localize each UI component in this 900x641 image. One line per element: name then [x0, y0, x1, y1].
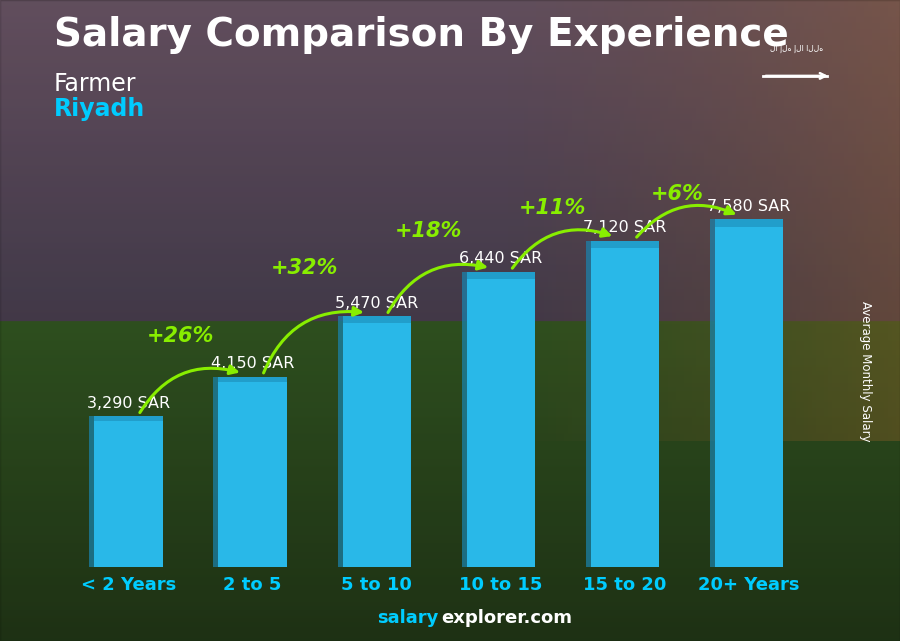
Bar	[94, 417, 163, 567]
Text: 7,580 SAR: 7,580 SAR	[707, 199, 791, 214]
Bar	[590, 240, 659, 248]
FancyArrowPatch shape	[512, 229, 609, 268]
FancyArrowPatch shape	[388, 262, 485, 313]
Text: Farmer: Farmer	[54, 72, 137, 96]
Text: Average Monthly Salary: Average Monthly Salary	[860, 301, 872, 442]
Bar	[710, 219, 715, 567]
Bar	[343, 316, 410, 567]
Text: Salary Comparison By Experience: Salary Comparison By Experience	[54, 16, 788, 54]
Text: 6,440 SAR: 6,440 SAR	[459, 251, 543, 266]
Bar	[219, 377, 287, 383]
Bar	[213, 377, 219, 567]
Text: 7,120 SAR: 7,120 SAR	[583, 220, 667, 235]
Bar	[590, 240, 659, 567]
Text: 5,470 SAR: 5,470 SAR	[335, 296, 419, 311]
Bar	[467, 272, 535, 279]
Bar	[338, 316, 343, 567]
Text: +32%: +32%	[271, 258, 338, 278]
Bar	[94, 417, 163, 421]
Bar	[462, 272, 467, 567]
Bar	[219, 377, 287, 567]
Text: +11%: +11%	[519, 199, 587, 219]
Bar	[715, 219, 783, 228]
Text: +26%: +26%	[147, 326, 214, 345]
FancyArrowPatch shape	[140, 366, 237, 413]
Text: 3,290 SAR: 3,290 SAR	[87, 396, 170, 411]
Bar	[715, 219, 783, 567]
Bar	[586, 240, 590, 567]
Text: لا إله إلا الله: لا إله إلا الله	[770, 44, 824, 53]
Text: +6%: +6%	[651, 184, 704, 204]
Text: salary: salary	[377, 609, 438, 627]
Bar	[89, 417, 94, 567]
FancyArrowPatch shape	[264, 308, 361, 373]
Text: explorer.com: explorer.com	[441, 609, 572, 627]
Bar	[343, 316, 410, 323]
Text: +18%: +18%	[395, 221, 463, 240]
FancyArrowPatch shape	[636, 205, 734, 237]
Text: 4,150 SAR: 4,150 SAR	[211, 356, 294, 371]
Bar	[467, 272, 535, 567]
Text: Riyadh: Riyadh	[54, 97, 145, 121]
